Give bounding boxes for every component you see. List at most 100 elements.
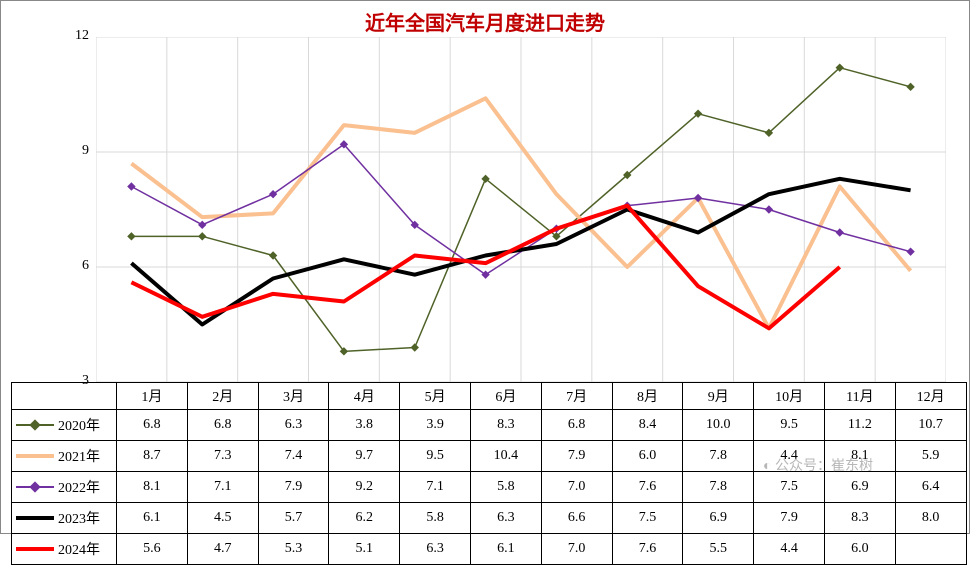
data-cell: 7.6 bbox=[612, 472, 683, 503]
plot-area bbox=[96, 37, 946, 382]
data-cell: 7.9 bbox=[258, 472, 329, 503]
data-cell: 7.0 bbox=[541, 534, 612, 565]
legend-line-icon bbox=[16, 516, 54, 520]
data-cell: 7.0 bbox=[541, 472, 612, 503]
table-row: 2022年8.17.17.99.27.15.87.07.67.87.56.96.… bbox=[12, 472, 967, 503]
data-cell: 5.8 bbox=[470, 472, 541, 503]
month-header: 6月 bbox=[470, 383, 541, 410]
data-cell: 6.2 bbox=[329, 503, 400, 534]
table-row: 2020年6.86.86.33.83.98.36.88.410.09.511.2… bbox=[12, 410, 967, 441]
data-cell: 5.1 bbox=[329, 534, 400, 565]
data-cell: 6.8 bbox=[117, 410, 188, 441]
data-cell: 6.9 bbox=[824, 472, 895, 503]
data-cell: 6.1 bbox=[117, 503, 188, 534]
chart-container: 近年全国汽车月度进口走势 36912 1月2月3月4月5月6月7月8月9月10月… bbox=[0, 0, 970, 534]
month-header: 8月 bbox=[612, 383, 683, 410]
month-header: 9月 bbox=[683, 383, 754, 410]
month-header: 7月 bbox=[541, 383, 612, 410]
table-row: 2024年 5.64.75.35.16.36.17.07.65.54.46.0 bbox=[12, 534, 967, 565]
data-cell: 9.5 bbox=[400, 441, 471, 472]
legend-label: 2023年 bbox=[58, 508, 100, 528]
legend-line-icon bbox=[16, 424, 54, 426]
data-cell: 6.0 bbox=[612, 441, 683, 472]
data-cell: 6.3 bbox=[258, 410, 329, 441]
data-cell: 5.8 bbox=[400, 503, 471, 534]
data-cell: 10.7 bbox=[895, 410, 966, 441]
legend-label: 2022年 bbox=[58, 477, 100, 497]
table-header-row: 1月2月3月4月5月6月7月8月9月10月11月12月 bbox=[12, 383, 967, 410]
month-header: 12月 bbox=[895, 383, 966, 410]
data-cell: 7.5 bbox=[612, 503, 683, 534]
watermark-text: 公众号：崔东树 bbox=[775, 459, 873, 474]
legend-cell: 2022年 bbox=[12, 472, 117, 503]
legend-line-icon bbox=[16, 547, 54, 551]
data-cell: 6.9 bbox=[683, 503, 754, 534]
data-cell: 6.3 bbox=[400, 534, 471, 565]
data-cell: 4.7 bbox=[187, 534, 258, 565]
data-cell: 4.4 bbox=[754, 534, 825, 565]
data-cell: 9.5 bbox=[754, 410, 825, 441]
legend-label: 2021年 bbox=[58, 446, 100, 466]
data-cell: 5.5 bbox=[683, 534, 754, 565]
data-cell: 7.1 bbox=[187, 472, 258, 503]
month-header: 4月 bbox=[329, 383, 400, 410]
month-header: 2月 bbox=[187, 383, 258, 410]
data-cell: 9.2 bbox=[329, 472, 400, 503]
data-cell: 5.6 bbox=[117, 534, 188, 565]
data-cell: 6.3 bbox=[470, 503, 541, 534]
legend-label: 2024年 bbox=[58, 539, 100, 559]
data-cell: 3.9 bbox=[400, 410, 471, 441]
data-cell: 6.8 bbox=[187, 410, 258, 441]
month-header: 10月 bbox=[754, 383, 825, 410]
watermark-icon: ◐ bbox=[763, 459, 771, 474]
legend-cell: 2020年 bbox=[12, 410, 117, 441]
data-cell: 6.6 bbox=[541, 503, 612, 534]
data-cell: 6.8 bbox=[541, 410, 612, 441]
data-cell: 10.0 bbox=[683, 410, 754, 441]
y-tick-label: 6 bbox=[61, 258, 89, 274]
y-tick-label: 12 bbox=[61, 28, 89, 44]
data-cell: 11.2 bbox=[824, 410, 895, 441]
data-cell: 8.0 bbox=[895, 503, 966, 534]
legend-cell: 2021年 bbox=[12, 441, 117, 472]
data-cell: 10.4 bbox=[470, 441, 541, 472]
data-cell: 6.1 bbox=[470, 534, 541, 565]
data-cell: 7.9 bbox=[754, 503, 825, 534]
legend-line-icon bbox=[16, 486, 54, 488]
data-cell: 7.9 bbox=[541, 441, 612, 472]
data-cell: 7.8 bbox=[683, 441, 754, 472]
legend-cell: 2023年 bbox=[12, 503, 117, 534]
data-cell: 4.5 bbox=[187, 503, 258, 534]
data-cell: 8.7 bbox=[117, 441, 188, 472]
data-cell: 7.4 bbox=[258, 441, 329, 472]
data-cell: 6.4 bbox=[895, 472, 966, 503]
data-cell: 3.8 bbox=[329, 410, 400, 441]
legend-label: 2020年 bbox=[58, 415, 100, 435]
month-header: 5月 bbox=[400, 383, 471, 410]
data-cell: 8.1 bbox=[117, 472, 188, 503]
data-cell: 8.4 bbox=[612, 410, 683, 441]
legend-cell: 2024年 bbox=[12, 534, 117, 565]
data-cell: 5.9 bbox=[895, 441, 966, 472]
data-cell: 5.3 bbox=[258, 534, 329, 565]
data-cell: 8.3 bbox=[470, 410, 541, 441]
chart-title: 近年全国汽车月度进口走势 bbox=[1, 7, 969, 36]
month-header: 3月 bbox=[258, 383, 329, 410]
data-cell bbox=[895, 534, 966, 565]
watermark: ◐ 公众号：崔东树 bbox=[763, 455, 873, 475]
data-cell: 7.3 bbox=[187, 441, 258, 472]
legend-line-icon bbox=[16, 454, 54, 458]
data-cell: 5.7 bbox=[258, 503, 329, 534]
table-row: 2023年 6.14.55.76.25.86.36.67.56.97.98.38.… bbox=[12, 503, 967, 534]
table-corner bbox=[12, 383, 117, 410]
month-header: 1月 bbox=[117, 383, 188, 410]
data-cell: 7.5 bbox=[754, 472, 825, 503]
month-header: 11月 bbox=[824, 383, 895, 410]
data-cell: 7.6 bbox=[612, 534, 683, 565]
data-cell: 7.8 bbox=[683, 472, 754, 503]
data-cell: 6.0 bbox=[824, 534, 895, 565]
data-cell: 8.3 bbox=[824, 503, 895, 534]
data-cell: 7.1 bbox=[400, 472, 471, 503]
y-tick-label: 9 bbox=[61, 143, 89, 159]
data-cell: 9.7 bbox=[329, 441, 400, 472]
